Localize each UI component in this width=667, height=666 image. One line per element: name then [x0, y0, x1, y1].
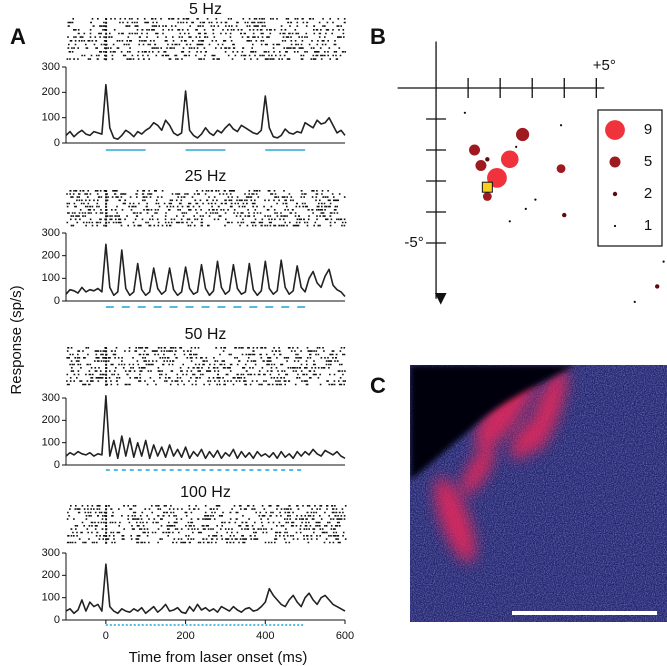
psth-line [65, 243, 346, 298]
stimulation-site [481, 181, 493, 193]
chart-title: 100 Hz [180, 484, 231, 501]
psth-line [65, 563, 346, 615]
legend-marker [613, 224, 617, 228]
rf-center [662, 260, 665, 263]
raster [66, 347, 346, 386]
x-axis-label: Time from laser onset (ms) [129, 649, 308, 666]
rf-center [534, 198, 537, 201]
y-tick-label: 100 [42, 112, 60, 124]
rf-center [559, 124, 563, 127]
psth-line [65, 83, 346, 140]
rf-center [515, 127, 530, 142]
legend-box [597, 109, 663, 247]
legend-label: 9 [644, 121, 652, 138]
rf-center [524, 207, 527, 210]
y-tick-label: 100 [42, 592, 60, 604]
rf-center [633, 300, 636, 303]
y-tick-label: 0 [54, 137, 60, 149]
chart-title: 5 Hz [189, 1, 222, 18]
x-tick-label: 200 [176, 630, 194, 642]
rf-center [475, 160, 487, 171]
rf-center [463, 111, 467, 114]
panel-label: C [370, 373, 386, 398]
y-tick-label: 200 [42, 86, 60, 98]
legend-marker [605, 120, 625, 140]
panel-label: B [370, 24, 386, 49]
y-tick-label: 300 [42, 547, 60, 559]
psth-line [65, 395, 346, 460]
x-tick-label: 0 [103, 630, 109, 642]
y-tick-label: 0 [54, 295, 60, 307]
y-tick-label: -5° [404, 234, 423, 251]
y-tick-label: 100 [42, 437, 60, 449]
chart-title: 25 Hz [185, 168, 227, 185]
y-tick-label: 200 [42, 250, 60, 262]
rf-center [562, 212, 567, 218]
rf-center [469, 144, 481, 156]
rf-center [485, 157, 490, 162]
rf-center [556, 164, 566, 174]
rf-center [515, 145, 518, 148]
raster [66, 190, 347, 227]
legend-label: 2 [644, 185, 652, 202]
histology-image [410, 365, 667, 622]
rf-center [500, 150, 519, 169]
legend-marker [609, 156, 621, 168]
rf-center [654, 284, 660, 289]
y-axis-label: Response (sp/s) [8, 285, 25, 394]
y-tick-label: 300 [42, 392, 60, 404]
x-tick-label: +5° [593, 57, 616, 74]
raster [66, 18, 346, 61]
rf-center [482, 192, 492, 201]
y-tick-label: 0 [54, 614, 60, 626]
y-tick-label: 300 [42, 61, 60, 73]
panel-label: A [10, 24, 26, 49]
y-tick-label: 200 [42, 569, 60, 581]
y-tick-label: 0 [54, 459, 60, 471]
x-tick-label: 600 [336, 630, 354, 642]
raster [66, 505, 347, 544]
y-tick-label: 300 [42, 227, 60, 239]
y-tick-label: 200 [42, 414, 60, 426]
x-tick-label: 400 [256, 630, 274, 642]
chart-title: 50 Hz [185, 326, 227, 343]
legend-marker [612, 191, 618, 197]
rf-center [508, 220, 511, 223]
y-tick-label: 100 [42, 272, 60, 284]
legend-label: 5 [644, 153, 652, 170]
legend-label: 1 [644, 217, 652, 234]
